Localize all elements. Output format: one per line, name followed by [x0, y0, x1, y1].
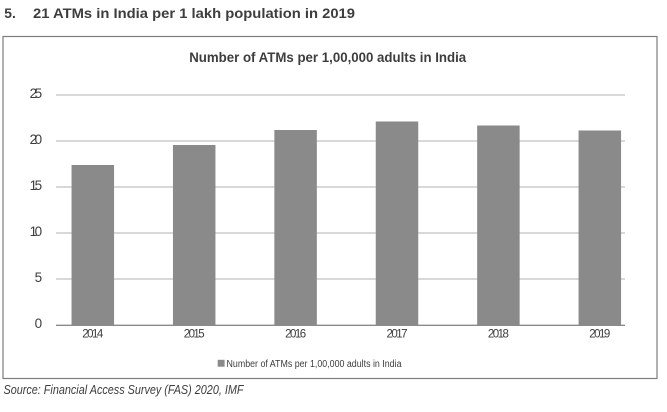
svg-text:Source: Financial Access Surve: Source: Financial Access Survey (FAS) 20… — [4, 382, 245, 397]
svg-text:20: 20 — [30, 132, 43, 147]
svg-text:2017: 2017 — [387, 329, 408, 341]
svg-text:21 ATMs in India per 1 lakh po: 21 ATMs in India per 1 lakh population i… — [33, 6, 355, 21]
svg-text:Number of ATMs per 1,00,000 ad: Number of ATMs per 1,00,000 adults in In… — [189, 49, 466, 65]
svg-text:15: 15 — [30, 178, 43, 193]
svg-text:2014: 2014 — [82, 329, 104, 341]
svg-text:2015: 2015 — [184, 329, 205, 341]
svg-text:5.: 5. — [4, 6, 16, 21]
svg-text:0: 0 — [35, 316, 43, 331]
svg-text:25: 25 — [30, 86, 43, 101]
svg-text:Number of ATMs per 1,00,000 ad: Number of ATMs per 1,00,000 adults in In… — [227, 359, 402, 370]
svg-text:2018: 2018 — [488, 329, 509, 341]
svg-text:2016: 2016 — [285, 329, 306, 341]
svg-text:2019: 2019 — [589, 329, 610, 341]
svg-text:10: 10 — [30, 224, 43, 239]
svg-text:5: 5 — [35, 270, 43, 285]
